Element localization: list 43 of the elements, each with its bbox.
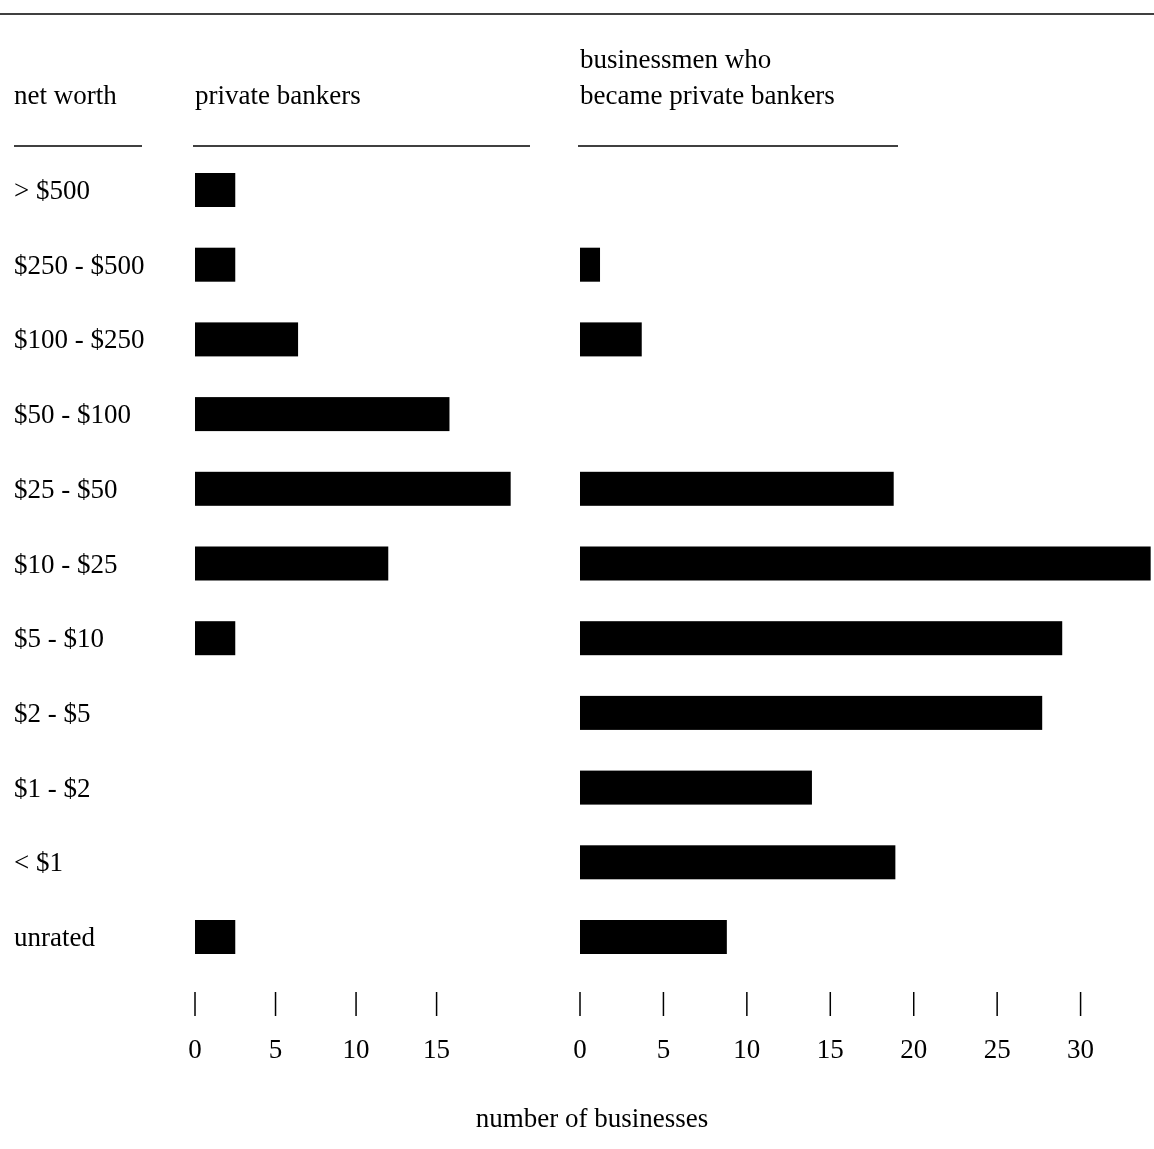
x-tick-label: 10 [342, 1034, 370, 1064]
x-axis-title: number of businesses [475, 1103, 709, 1133]
x-tick-label: 30 [1067, 1034, 1095, 1064]
bar [580, 920, 727, 954]
bar [580, 845, 896, 880]
chart-title: private bankers [195, 80, 361, 110]
bar [580, 546, 1151, 581]
bar [580, 770, 812, 805]
bar [195, 471, 511, 506]
y-tick-label: < $1 [14, 847, 63, 878]
bar [580, 322, 642, 357]
y-axis-title: net worth [14, 80, 118, 110]
bar [195, 173, 236, 207]
y-tick-label: $1 - $2 [14, 772, 91, 803]
x-tick-label: 0 [573, 1034, 587, 1064]
bar [195, 322, 299, 357]
y-tick-label: unrated [14, 922, 96, 952]
y-tick-label: > $500 [14, 175, 90, 205]
x-tick-label: 0 [188, 1034, 202, 1064]
bar [195, 546, 389, 581]
y-tick-label: $50 - $100 [14, 399, 131, 430]
x-tick-label: 15 [423, 1034, 451, 1064]
bar [195, 247, 236, 282]
bar [580, 471, 894, 506]
y-tick-label: $100 - $250 [14, 324, 145, 355]
x-tick-label: 10 [733, 1034, 761, 1064]
y-tick-label: $5 - $10 [14, 623, 104, 654]
x-tick-label: 5 [268, 1034, 283, 1064]
y-tick-label: $2 - $5 [14, 697, 91, 728]
bar [195, 397, 450, 432]
x-tick-label: 20 [900, 1034, 928, 1064]
x-tick-label: 5 [656, 1034, 671, 1064]
y-tick-label: $250 - $500 [14, 249, 145, 280]
bar [580, 247, 601, 282]
x-tick-label: 15 [816, 1034, 844, 1064]
bar [195, 621, 236, 656]
bar [580, 621, 1063, 656]
y-tick-label: $10 - $25 [14, 548, 118, 579]
y-tick-label: $25 - $50 [14, 473, 118, 504]
bar [195, 920, 236, 954]
chart-title: businessmen who became private bankers [580, 44, 835, 110]
x-tick-label: 25 [983, 1034, 1011, 1064]
bar [580, 695, 1043, 730]
